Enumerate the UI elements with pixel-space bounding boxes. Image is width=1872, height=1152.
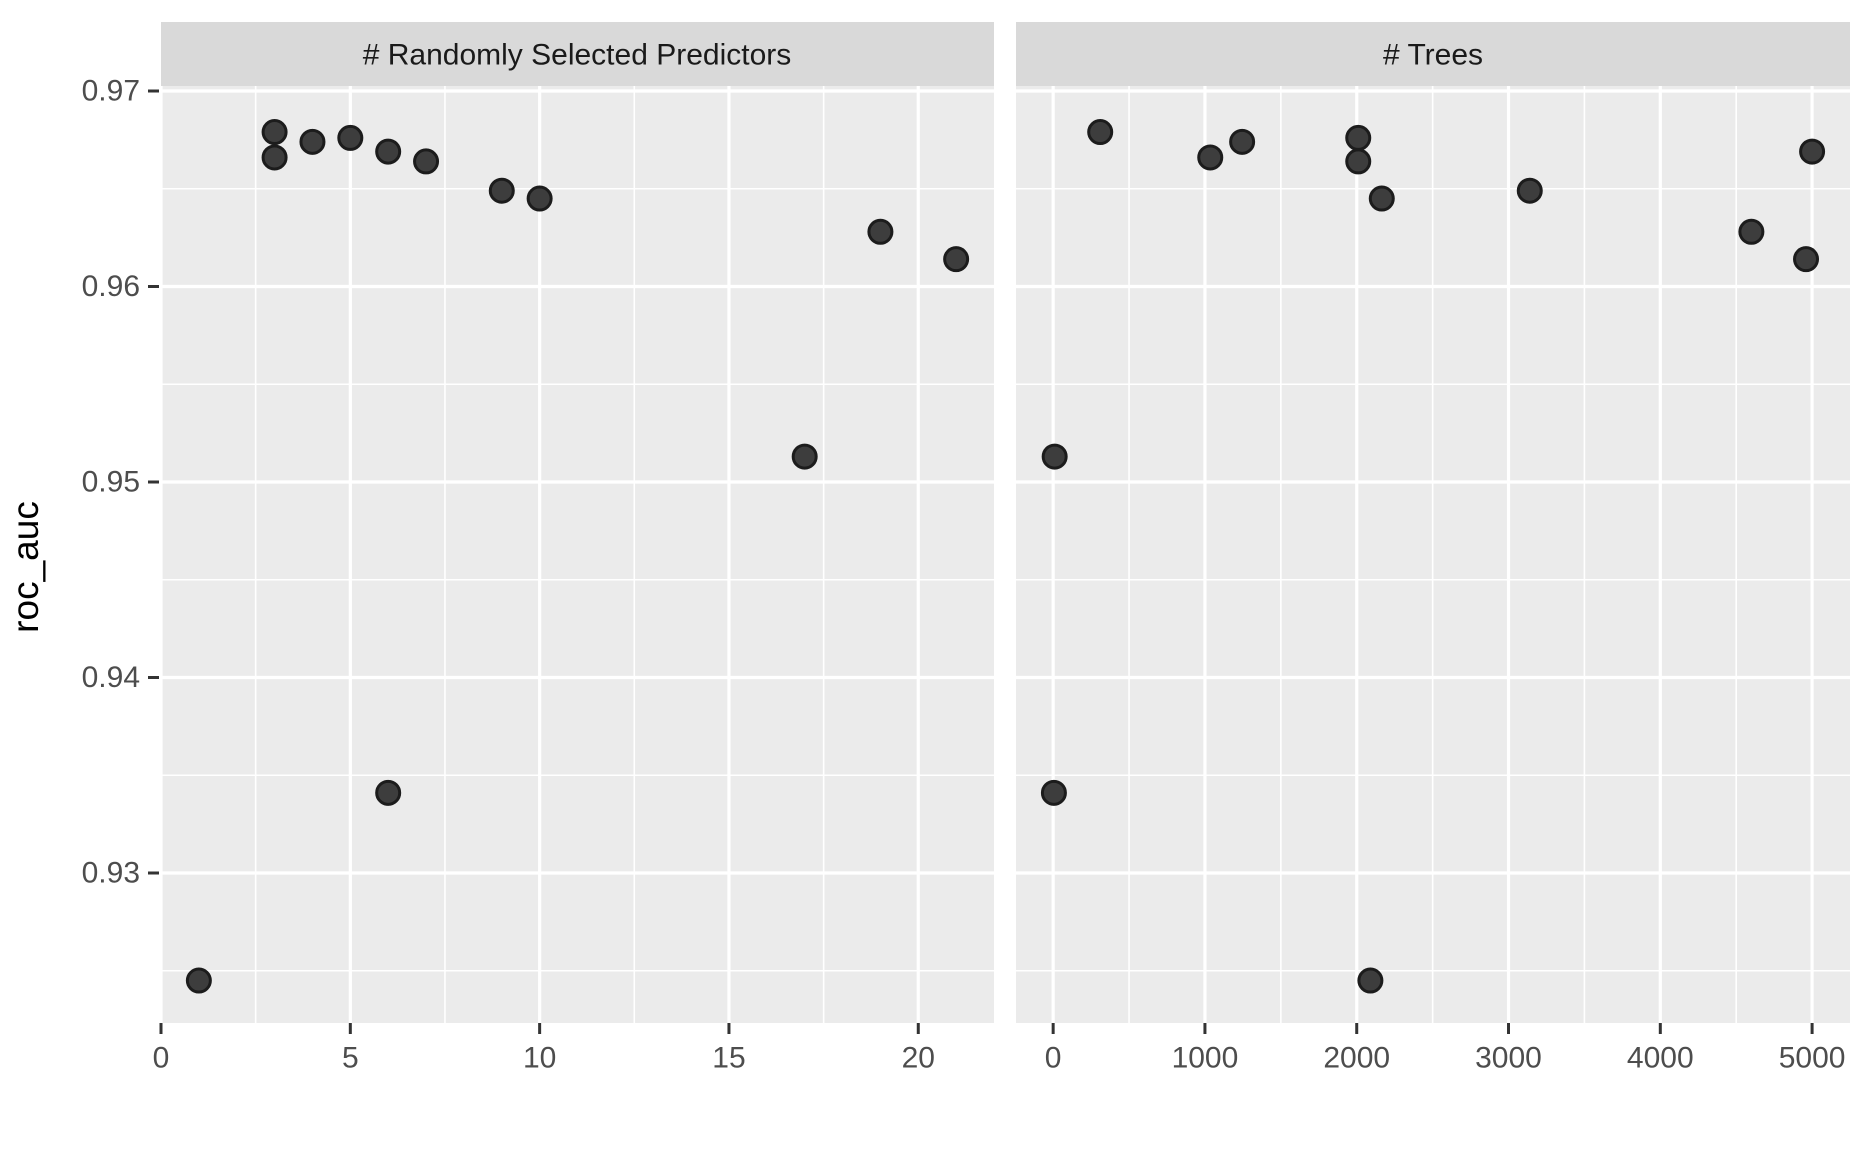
data-point (1197, 144, 1224, 171)
data-point (1793, 246, 1820, 273)
x-tick-label: 0 (153, 1042, 170, 1075)
y-axis: 0.93 0.94 0.95 0.96 0.97 (82, 75, 159, 889)
data-point (261, 144, 288, 171)
data-point (1738, 218, 1765, 245)
facet-strip-left (161, 22, 994, 86)
facet-panel: 0 1000 2000 3000 4000 5000 (1016, 86, 1850, 1075)
x-tick-label: 4000 (1627, 1042, 1694, 1075)
data-point (1345, 124, 1372, 151)
y-tick-label: 0.94 (82, 661, 140, 694)
y-axis-title: roc_auc (5, 501, 46, 633)
y-tick-label: 0.95 (82, 465, 140, 498)
points-layer (1040, 119, 1826, 994)
x-tick-label: 1000 (1172, 1042, 1239, 1075)
x-tick-label: 15 (712, 1042, 745, 1075)
facet-panel: 0 5 10 15 20 (153, 86, 994, 1075)
x-tick-label: 3000 (1475, 1042, 1542, 1075)
data-point (1357, 967, 1384, 994)
panels-layer: 0 5 10 15 20 0 1000 2000 3000 4000 50000.930.940.9… (82, 75, 1850, 1075)
x-tick-label: 0 (1045, 1042, 1062, 1075)
points-layer (185, 119, 970, 994)
x-axis: 0 5 10 15 20 (153, 1023, 935, 1075)
data-point (299, 128, 326, 155)
gridlines (159, 86, 994, 1023)
data-point (867, 218, 894, 245)
y-tick-label: 0.93 (82, 856, 140, 889)
x-tick-label: 20 (902, 1042, 935, 1075)
x-tick-label: 10 (523, 1042, 556, 1075)
data-point (413, 148, 440, 175)
y-tick-label: 0.96 (82, 270, 140, 303)
data-point (526, 185, 553, 212)
data-point (375, 779, 402, 806)
data-point (185, 967, 212, 994)
x-tick-label: 2000 (1323, 1042, 1390, 1075)
facet-strip-right (1016, 22, 1850, 86)
data-point (1345, 148, 1372, 175)
gridlines (1016, 86, 1850, 1023)
data-point (1040, 779, 1067, 806)
data-point (1516, 177, 1543, 204)
facet-strip-label-left: # Randomly Selected Predictors (363, 39, 792, 72)
data-point (1041, 443, 1068, 470)
data-point (1087, 119, 1114, 146)
data-point (791, 443, 818, 470)
data-point (1229, 128, 1256, 155)
data-point (337, 124, 364, 151)
x-axis: 0 1000 2000 3000 4000 5000 (1045, 1023, 1846, 1075)
data-point (488, 177, 515, 204)
panel-background (161, 86, 994, 1023)
x-tick-label: 5 (342, 1042, 359, 1075)
data-point (375, 138, 402, 165)
facet-strip-label-right: # Trees (1383, 39, 1483, 72)
data-point (1368, 185, 1395, 212)
data-point (1799, 138, 1826, 165)
x-tick-label: 5000 (1779, 1042, 1846, 1075)
y-tick-label: 0.97 (82, 75, 140, 108)
data-point (943, 246, 970, 273)
data-point (261, 119, 288, 146)
